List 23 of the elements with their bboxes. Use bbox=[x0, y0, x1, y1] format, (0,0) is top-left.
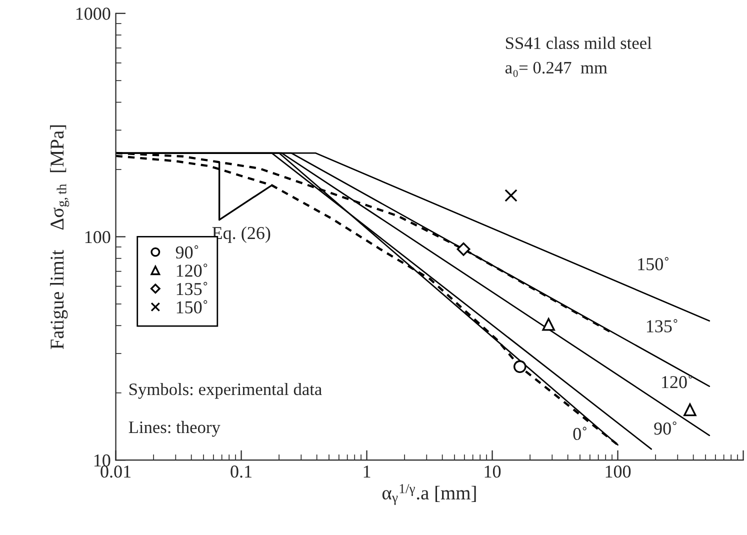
annotation: 90˚ bbox=[654, 421, 676, 435]
annotation: 135˚ bbox=[646, 319, 678, 332]
x-tick-label: 10 bbox=[484, 465, 501, 478]
legend-label: 150˚ bbox=[176, 300, 208, 314]
y-tick-label: 100 bbox=[85, 230, 110, 244]
annotation: Lines: theory bbox=[128, 420, 220, 437]
legend-label: 135˚ bbox=[176, 282, 208, 296]
annotation: Symbols: experimental data bbox=[129, 382, 322, 399]
x-tick-label: 0.01 bbox=[100, 465, 130, 478]
x-axis-title: α$_{γ}$$^{1/γ}$.a [mm] bbox=[382, 484, 476, 505]
annotation: a₀= 0.247 mm bbox=[505, 62, 608, 77]
y-tick-label: 1000 bbox=[76, 8, 110, 20]
x-tick-label: 1 bbox=[364, 466, 370, 478]
annotation: 150˚ bbox=[638, 257, 668, 270]
y-tick-label: 10 bbox=[94, 454, 110, 467]
x-tick-label: 0.1 bbox=[230, 465, 252, 478]
annotation: SS41 class mild steel bbox=[506, 36, 652, 49]
x-tick-label: 100 bbox=[606, 465, 631, 478]
annotation: 0˚ bbox=[573, 426, 586, 440]
legend-label: 120˚ bbox=[176, 264, 208, 277]
legend-label: 90˚ bbox=[176, 245, 198, 259]
y-axis-title: Fatigue limit Δσ$_{g,th}$ [MPa] bbox=[50, 125, 70, 350]
annotation: 120˚ bbox=[662, 374, 692, 388]
